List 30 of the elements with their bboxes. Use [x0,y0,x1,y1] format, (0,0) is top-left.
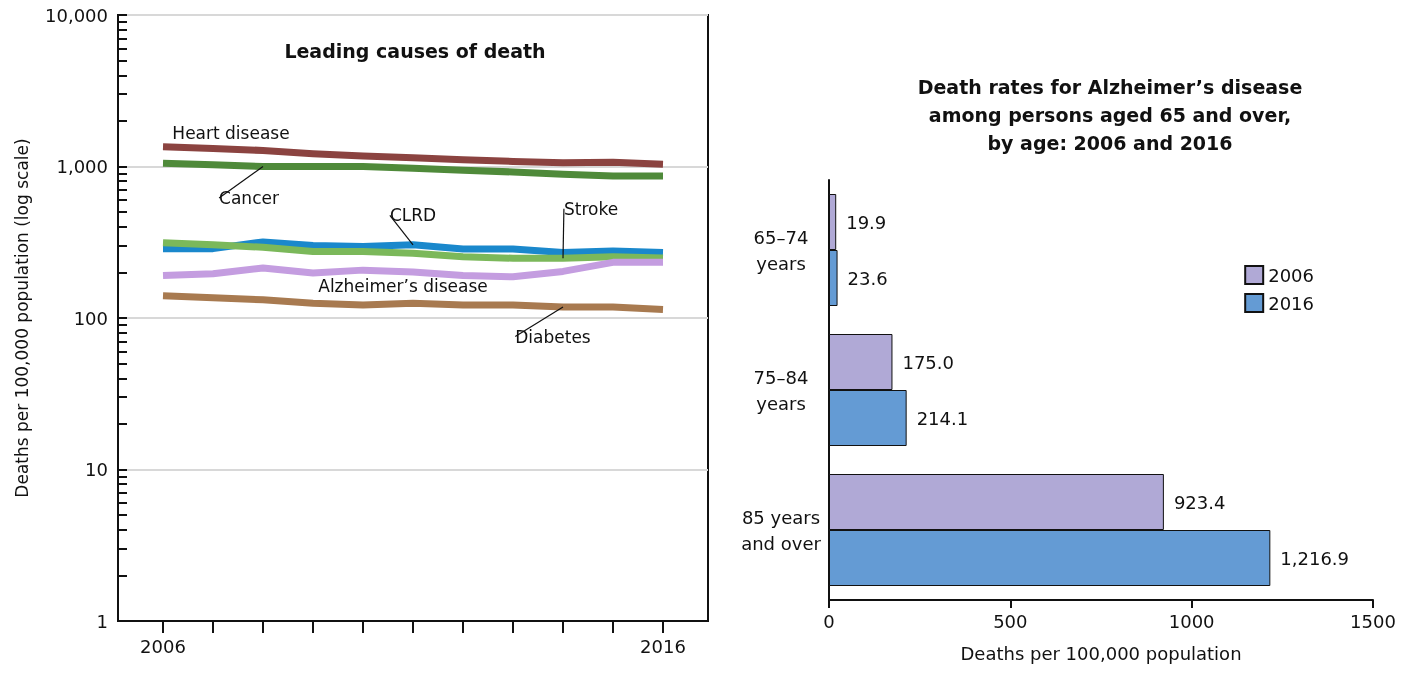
x-tick-label: 1000 [1168,610,1215,632]
y-tick-label: 1 [96,610,108,632]
data-label: 214.1 [916,407,969,429]
y-axis-title: Deaths per 100,000 population (log scale) [11,138,32,498]
data-label: 923.4 [1173,491,1226,513]
y-tick-label: 1,000 [56,156,108,177]
x-tick-label: 500 [993,610,1028,632]
data-label: 19.9 [846,211,887,233]
y-tick-label: 10 [85,459,108,480]
legend-label: 2016 [1268,292,1314,314]
y-tick-label: 10,000 [45,4,108,26]
y-tick-label: 85 years and over [741,506,822,554]
data-label: 175.0 [902,351,954,373]
legend-label: 2006 [1268,264,1314,286]
series-label: CLRD [389,205,437,226]
text: Stroke [563,198,619,219]
data-label: 23.6 [847,267,888,289]
text: Leading causes of death [284,39,546,62]
series-label: Cancer [219,188,279,208]
y-tick-label: 100 [73,307,108,329]
x-tick-label: 0 [823,610,835,632]
x-axis-title: Deaths per 100,000 population [960,642,1242,664]
data-label: 1,216.9 [1280,547,1350,569]
series-label: Alzheimer’s disease [318,275,488,296]
y-tick-label: 65–74 years [753,226,809,274]
y-tick-label: 75–84 years [753,366,809,414]
x-tick-label: 1500 [1350,610,1396,632]
series-label: Diabetes [515,326,591,347]
chart-title: Death rates for Alzheimer’s disease among persons aged 65 and over, by age: 2006 and 2016 [917,76,1303,154]
series-label: Heart disease [172,123,290,144]
